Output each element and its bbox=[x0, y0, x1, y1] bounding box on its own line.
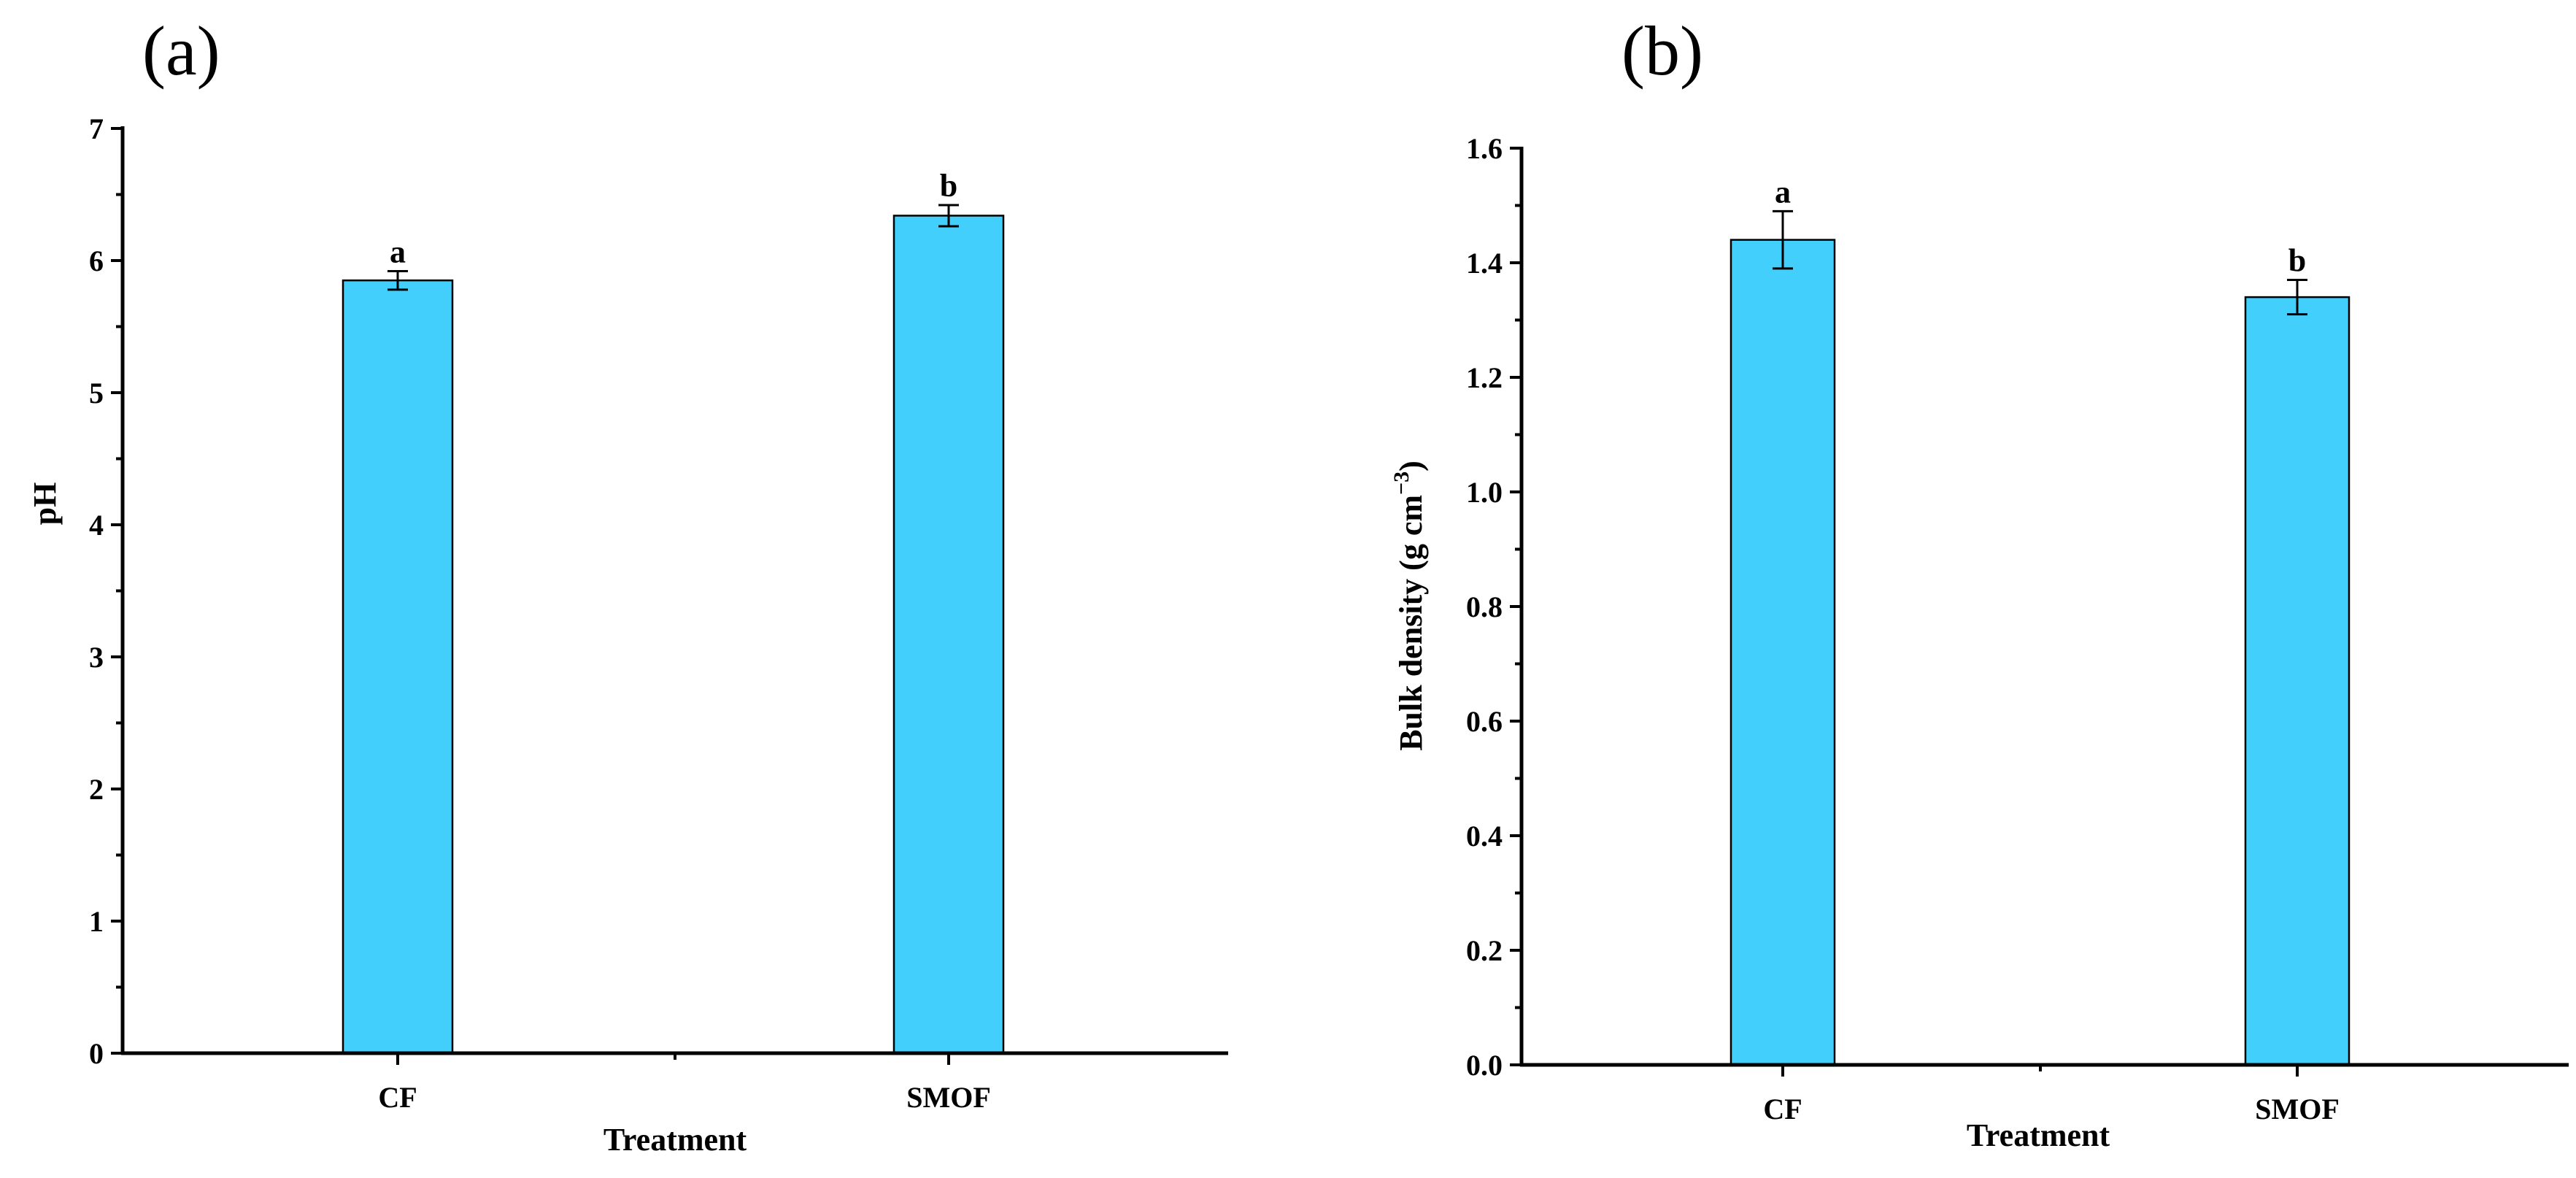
panel-a-significance-1: b bbox=[940, 168, 957, 204]
panel-b-y-axis-title-superscript: −3 bbox=[1389, 471, 1414, 495]
panel-a-y-ticks: 0 1 2 3 4 5 6 7 bbox=[89, 112, 123, 1070]
panel-a-y-tick-label-0: 0 bbox=[89, 1037, 104, 1070]
panel-b-y-ticks: 0.0 0.2 0.4 0.6 0.8 1.0 1.2 1.4 1.6 bbox=[1466, 132, 1522, 1082]
panel-a-x-tick-label-0: CF bbox=[378, 1081, 417, 1114]
panel-b-significance-1: b bbox=[2288, 243, 2306, 279]
panel-a-y-tick-label-4: 4 bbox=[89, 509, 104, 542]
panel-b-label: (b) bbox=[1621, 12, 1703, 90]
panel-a-y-tick-label-5: 5 bbox=[89, 377, 104, 409]
panel-b-x-tick-label-1: SMOF bbox=[2255, 1093, 2340, 1125]
panel-b-bar-cf bbox=[1729, 239, 1836, 1066]
panel-a-x-ticks: CF SMOF bbox=[378, 1053, 991, 1114]
panel-b-y-tick-label-7: 1.4 bbox=[1466, 247, 1503, 280]
panel-b-y-tick-label-4: 0.8 bbox=[1466, 590, 1503, 623]
panel-a-significance-labels: ab bbox=[390, 168, 957, 270]
panel-b-y-tick-label-2: 0.4 bbox=[1466, 820, 1503, 852]
panel-b-bar-smof bbox=[2244, 296, 2351, 1066]
panel-b-significance-0: a bbox=[1775, 174, 1791, 209]
panel-a-bar-smof bbox=[892, 215, 1005, 1055]
panel-b-x-axis-title: Treatment bbox=[1967, 1117, 2110, 1153]
panel-a-x-axis-title: Treatment bbox=[603, 1122, 747, 1158]
panel-b-error-bars bbox=[1773, 209, 2307, 316]
panel-b-y-axis-title: Bulk density (g cm−3) bbox=[1389, 461, 1429, 751]
panel-b-bars bbox=[1729, 239, 2351, 1066]
panel-a-y-tick-label-7: 7 bbox=[89, 112, 104, 145]
chart-panel-b: (b) ab 0.00.20.40.60.81.01.21.41.6 CF SMO… bbox=[1389, 12, 2569, 1153]
panel-b-significance-labels: ab bbox=[1775, 174, 2306, 278]
panel-b-y-tick-label-0: 0.0 bbox=[1466, 1049, 1503, 1082]
panel-b-y-axis-title-main: Bulk density (g cm bbox=[1393, 495, 1429, 751]
panel-a-significance-0: a bbox=[390, 234, 406, 269]
panel-a-error-bars bbox=[387, 204, 959, 291]
panel-b-x-tick-label-0: CF bbox=[1763, 1093, 1802, 1125]
panel-a-y-tick-label-3: 3 bbox=[89, 641, 104, 674]
panel-b-y-tick-label-5: 1.0 bbox=[1466, 476, 1503, 509]
panel-a-bar-cf bbox=[342, 279, 454, 1055]
panel-a-label: (a) bbox=[142, 12, 220, 90]
panel-a-y-axis-title: pH bbox=[27, 482, 63, 526]
panel-b-y-axis-title-suffix: ) bbox=[1393, 461, 1429, 471]
panel-a-y-tick-label-2: 2 bbox=[89, 773, 104, 806]
panel-b-y-tick-label-3: 0.6 bbox=[1466, 705, 1503, 738]
panel-a-bars bbox=[342, 215, 1005, 1055]
panel-b-x-ticks: CF SMOF bbox=[1763, 1065, 2340, 1125]
panel-a-x-tick-label-1: SMOF bbox=[906, 1081, 991, 1114]
panel-a-y-tick-label-1: 1 bbox=[89, 905, 104, 938]
panel-a-y-tick-label-6: 6 bbox=[89, 245, 104, 277]
panel-b-y-tick-label-1: 0.2 bbox=[1466, 934, 1503, 967]
panel-b-y-tick-label-8: 1.6 bbox=[1466, 132, 1503, 165]
panel-b-y-tick-label-6: 1.2 bbox=[1466, 361, 1503, 394]
